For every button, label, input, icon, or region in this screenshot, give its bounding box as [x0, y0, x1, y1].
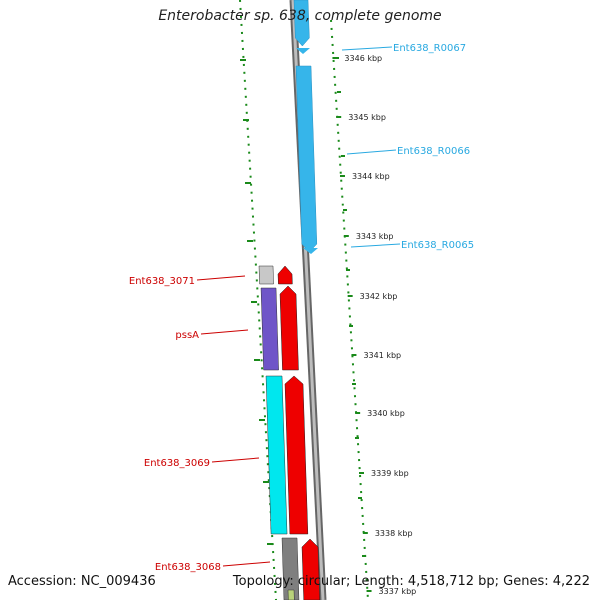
scale-tick-label: 3341 kbp: [363, 351, 401, 360]
scale-tick-label: 3339 kbp: [371, 469, 409, 478]
feature-labels: Ent638_R0067 Ent638_R0066 Ent638_R0065 Ent6…: [129, 43, 474, 573]
cog-block-extra: [287, 589, 295, 600]
gene-label: Ent638_3068: [155, 562, 221, 573]
rna-label-leader: [346, 149, 397, 155]
gene-label-leader: [211, 457, 260, 463]
scale-tick-label: 3346 kbp: [344, 54, 382, 63]
cds-pssA: [279, 285, 299, 371]
rna-gene-R0067-tip: [296, 48, 310, 54]
cog-block-3069: [265, 375, 288, 535]
rna-gene-R0066: [295, 65, 318, 253]
gene-label: Ent638_3071: [129, 276, 195, 287]
accession-text: Accession: NC_009436: [8, 574, 156, 589]
cog-block-pssA: [260, 287, 279, 371]
gc-dots-right: [330, 19, 369, 600]
feature-track: [258, 0, 321, 600]
cds-3068: [301, 538, 321, 600]
rna-gene-R0067: [293, 0, 310, 47]
scale-tick-label: 3342 kbp: [360, 292, 398, 301]
gene-label: Ent638_3069: [144, 458, 210, 469]
scale-tick-label: 3344 kbp: [352, 172, 390, 181]
map-title: Enterobacter sp. 638, complete genome: [158, 8, 442, 24]
rna-label: Ent638_R0066: [397, 146, 470, 157]
rna-label-leader: [341, 46, 393, 51]
rna-label: Ent638_R0067: [393, 43, 466, 54]
scale-tick-label: 3340 kbp: [367, 409, 405, 418]
scale-tick-label: 3345 kbp: [348, 113, 386, 122]
scale-tick-label: 3338 kbp: [375, 529, 413, 538]
cog-block-3068: [281, 537, 300, 600]
rna-label-leader: [350, 243, 401, 248]
cds-3069: [284, 375, 309, 535]
gene-label-leader: [222, 561, 271, 567]
gene-label-leader: [196, 275, 246, 281]
cds-3071: [277, 265, 293, 285]
genome-summary-text: Topology: circular; Length: 4,518,712 bp…: [232, 574, 590, 589]
rna-label: Ent638_R0065: [401, 240, 474, 251]
scale-ticks: 3346 kbp 3345 kbp 3344 kbp 3343 kbp 3342 kbp…: [332, 54, 416, 596]
gene-label: pssA: [175, 330, 199, 341]
scale-tick-label: 3343 kbp: [356, 232, 394, 241]
scale-tick-label: 3337 kbp: [379, 587, 417, 596]
rna-gene-R0065: [303, 248, 318, 254]
gene-label-leader: [200, 329, 249, 335]
cog-block-3071: [258, 265, 274, 285]
